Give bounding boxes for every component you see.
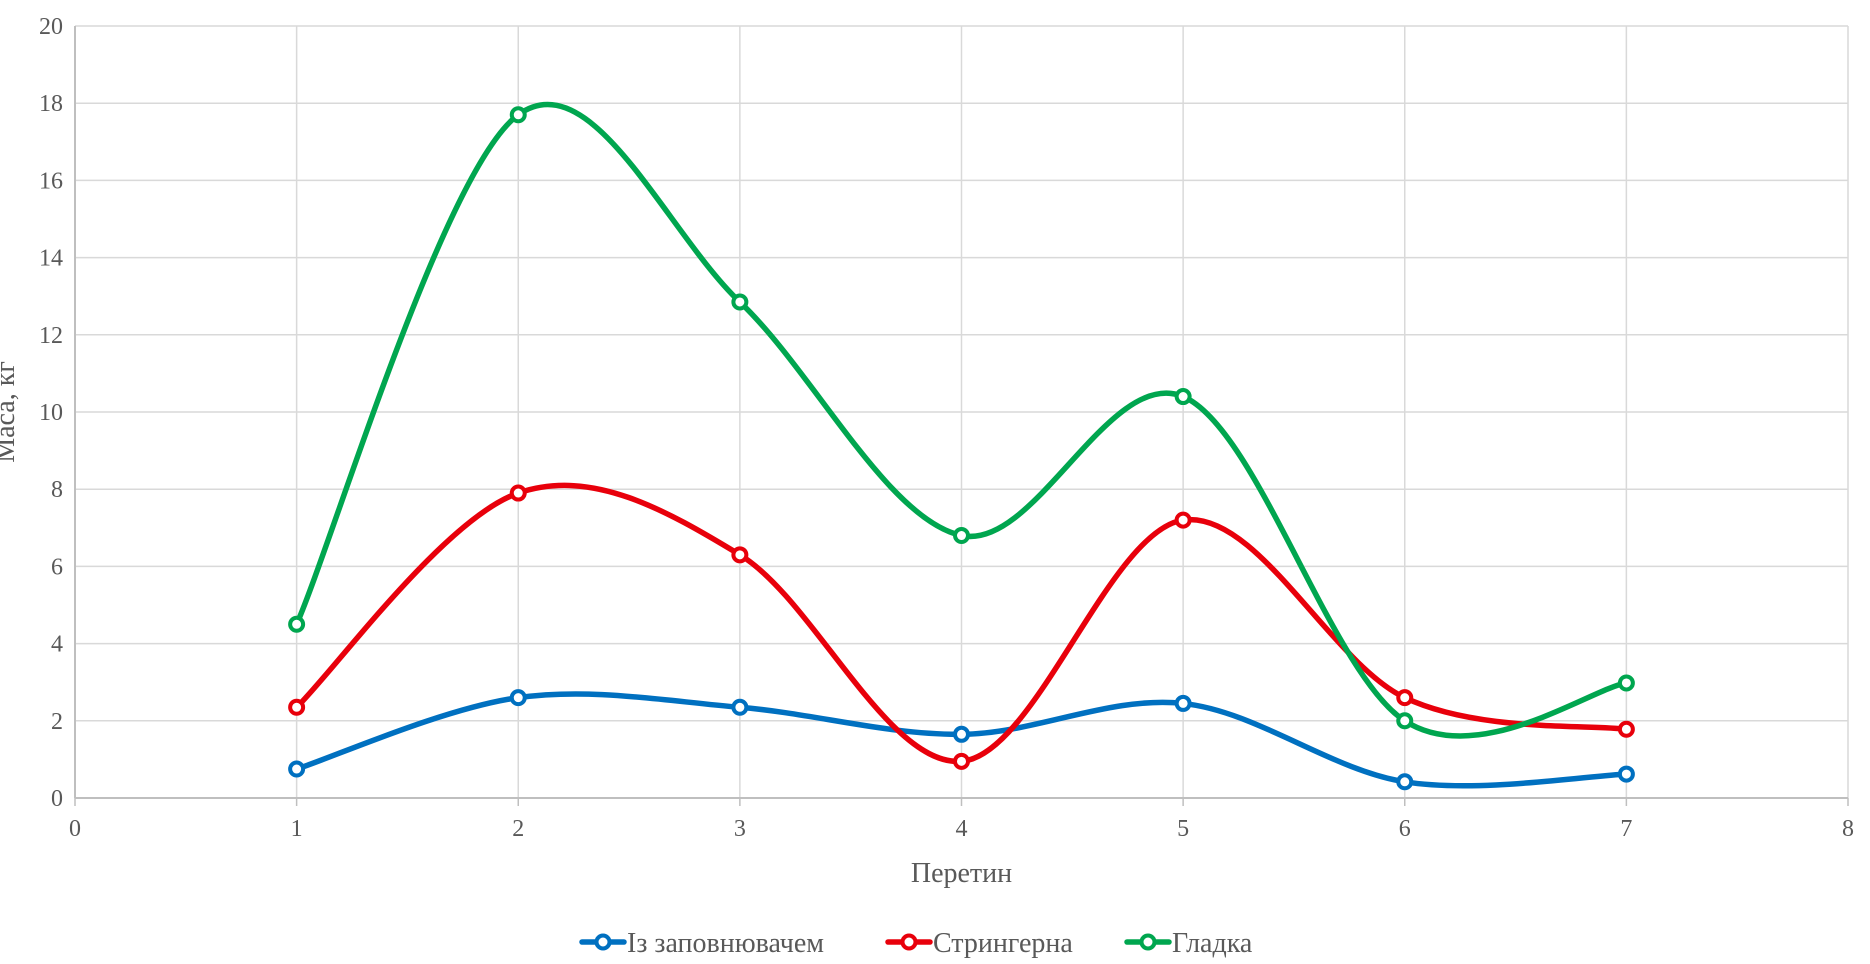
y-tick-label: 10 <box>39 400 63 426</box>
legend-swatch-marker <box>900 933 918 951</box>
data-point <box>1396 773 1414 791</box>
data-point <box>1617 720 1635 738</box>
axes <box>74 26 1849 806</box>
data-point <box>953 752 970 770</box>
legend-label: Гладка <box>1172 928 1253 959</box>
y-tick-label: 8 <box>51 477 63 503</box>
x-tick-label: 3 <box>734 816 746 842</box>
x-tick-label: 2 <box>512 816 524 842</box>
data-point <box>1396 712 1414 730</box>
data-point <box>1174 388 1192 406</box>
data-point <box>731 293 749 311</box>
data-point <box>288 760 306 778</box>
data-point <box>953 527 970 545</box>
y-tick-label: 12 <box>39 323 63 349</box>
y-tick-label: 14 <box>39 246 63 272</box>
gridlines <box>75 25 1849 798</box>
data-point <box>953 725 970 743</box>
x-tick-label: 4 <box>956 816 968 842</box>
legend-swatch-marker <box>1139 933 1157 951</box>
legend-item[interactable]: Гладка <box>1124 928 1253 959</box>
x-axis-title: Перетин <box>911 858 1012 889</box>
y-axis-title: Маса, кг <box>0 361 21 463</box>
data-point <box>288 698 306 716</box>
y-tick-label: 0 <box>51 786 63 812</box>
y-tick-label: 20 <box>39 14 63 40</box>
y-tick-label: 2 <box>51 709 63 735</box>
series-2 <box>288 482 1635 770</box>
y-tick-label: 18 <box>39 91 63 117</box>
legend-label: Стрингерна <box>933 928 1073 959</box>
series-layer <box>288 101 1635 791</box>
y-tick-label: 4 <box>51 632 63 658</box>
legend[interactable]: Із заповнювачем Стрингерна Гладка <box>579 928 1253 959</box>
data-point <box>1617 765 1635 783</box>
x-tick-label: 5 <box>1177 816 1189 842</box>
x-tick-label: 8 <box>1842 816 1854 842</box>
data-point <box>509 689 527 707</box>
y-tick-label: 16 <box>39 168 63 194</box>
legend-label: Із заповнювачем <box>627 928 824 959</box>
data-point <box>509 106 527 124</box>
x-tick-labels: 0 1 2 3 4 5 6 7 8 <box>69 816 1854 842</box>
x-tick-label: 7 <box>1620 816 1632 842</box>
data-point <box>509 484 527 502</box>
y-tick-labels: 0 2 4 6 8 10 12 14 16 18 20 <box>39 14 63 812</box>
x-tick-label: 1 <box>291 816 303 842</box>
legend-item[interactable]: Із заповнювачем <box>579 928 824 959</box>
data-point <box>288 615 306 633</box>
series-1 <box>288 689 1635 791</box>
legend-item[interactable]: Стрингерна <box>885 928 1073 959</box>
data-point <box>1396 689 1414 707</box>
data-point <box>731 698 749 716</box>
series-3 <box>288 101 1635 739</box>
x-tick-label: 6 <box>1399 816 1411 842</box>
data-point <box>1174 511 1192 529</box>
y-tick-label: 6 <box>51 554 63 580</box>
data-point <box>1617 674 1635 692</box>
data-point <box>1174 694 1192 712</box>
x-tick-label: 0 <box>69 816 81 842</box>
legend-swatch-marker <box>594 933 612 951</box>
series-line <box>293 101 1630 739</box>
data-point <box>731 546 749 564</box>
